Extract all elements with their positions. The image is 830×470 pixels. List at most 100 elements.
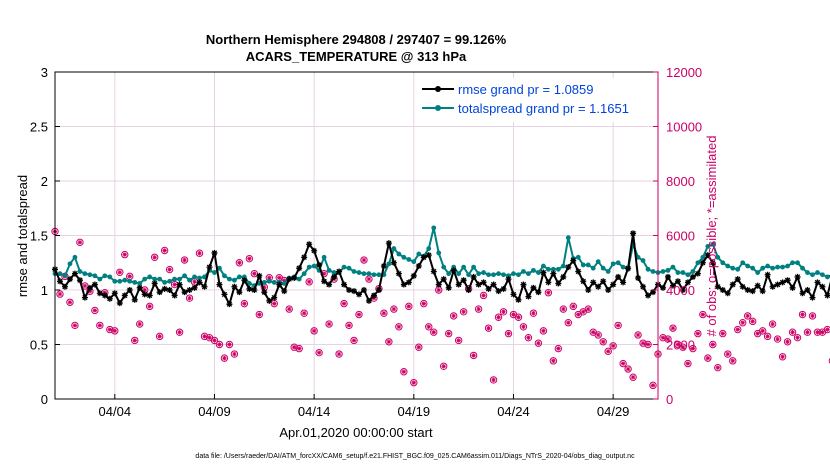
rmse-point: [729, 281, 736, 288]
obs-count-marker: [679, 343, 687, 351]
obs-possible-circle: [180, 256, 189, 264]
obs-assimilated-asterisk: [521, 324, 526, 329]
obs-count-marker: [235, 259, 244, 267]
obs-count-marker: [793, 333, 802, 342]
obs-assimilated-asterisk: [366, 276, 372, 282]
obs-possible-circle: [569, 302, 577, 311]
obs-possible-circle: [783, 338, 792, 346]
rmse-point: [650, 289, 657, 296]
rmse-point: [465, 287, 472, 293]
rmse-point: [440, 276, 447, 283]
totalspread-point: [496, 271, 501, 277]
obs-possible-circle: [514, 313, 523, 321]
rmse-point: [550, 270, 557, 277]
obs-count-marker: [798, 310, 807, 319]
obs-count-marker: [763, 332, 772, 341]
rmse-point: [809, 294, 816, 301]
totalspread-point: [411, 259, 417, 265]
obs-count-marker: [96, 321, 104, 330]
obs-possible-circle: [793, 333, 802, 342]
rmse-point: [430, 268, 437, 275]
obs-count-marker: [614, 321, 622, 330]
rmse-point: [505, 276, 512, 283]
obs-assimilated-asterisk: [227, 342, 232, 347]
totalspread-point: [491, 272, 496, 278]
obs-possible-circle: [225, 340, 234, 349]
totalspread-point: [227, 276, 232, 282]
obs-assimilated-asterisk: [311, 328, 317, 334]
rmse-point: [490, 281, 497, 288]
obs-count-marker: [629, 373, 637, 381]
obs-assimilated-asterisk: [615, 323, 621, 328]
rmse-point: [480, 279, 487, 286]
rmse-point: [346, 287, 353, 293]
legend-rmse-marker: [435, 86, 441, 92]
rmse-point: [630, 230, 637, 237]
obs-assimilated-asterisk: [685, 361, 691, 366]
rmse-point: [679, 287, 686, 293]
y-tick-label: 0.5: [30, 338, 48, 353]
obs-assimilated-asterisk: [182, 257, 187, 263]
obs-assimilated-asterisk: [177, 330, 182, 335]
obs-possible-circle: [684, 359, 692, 368]
obs-assimilated-asterisk: [780, 354, 785, 359]
totalspread-point: [531, 267, 536, 273]
totalspread-point: [87, 272, 93, 278]
obs-possible-circle: [664, 335, 672, 343]
obs-assimilated-asterisk: [625, 366, 631, 372]
obs-assimilated-asterisk: [795, 335, 800, 340]
obs-possible-circle: [345, 321, 353, 330]
obs-count-marker: [534, 339, 543, 347]
rmse-point: [81, 294, 88, 301]
totalspread-point: [790, 260, 795, 266]
obs-assimilated-asterisk: [511, 312, 516, 317]
obs-possible-circle: [380, 309, 388, 317]
obs-count-marker: [459, 308, 468, 316]
legend: rmse grand pr = 1.0859 totalspread grand…: [418, 78, 652, 122]
obs-count-marker: [71, 321, 79, 330]
obs-count-marker: [395, 323, 403, 331]
totalspread-point: [232, 277, 237, 283]
rmse-point: [699, 259, 706, 266]
obs-count-marker: [649, 381, 657, 390]
rmse-point: [216, 281, 223, 288]
obs-assimilated-asterisk: [541, 328, 546, 334]
obs-possible-circle: [524, 333, 533, 342]
obs-count-marker: [350, 336, 358, 345]
rmse-point: [545, 279, 552, 286]
rmse-point: [206, 264, 213, 271]
obs-assimilated-asterisk: [162, 248, 167, 253]
obs-possible-circle: [614, 321, 622, 330]
rmse-point: [331, 273, 338, 280]
obs-possible-circle: [714, 363, 722, 372]
obs-count-marker: [594, 331, 602, 339]
totalspread-point: [152, 276, 158, 282]
obs-possible-circle: [828, 358, 830, 364]
obs-possible-circle: [444, 329, 453, 338]
rmse-point: [405, 279, 412, 286]
obs-possible-circle: [629, 373, 637, 381]
totalspread-point: [92, 273, 98, 279]
obs-count-marker: [569, 302, 577, 311]
obs-possible-circle: [220, 354, 229, 362]
obs-possible-circle: [390, 305, 398, 313]
obs-assimilated-asterisk: [441, 364, 446, 369]
obs-assimilated-asterisk: [526, 335, 531, 340]
rmse-point: [111, 290, 118, 297]
obs-possible-circle: [624, 365, 632, 373]
totalspread-point: [157, 276, 163, 282]
rmse-point: [66, 276, 73, 283]
rmse-point: [425, 252, 432, 259]
obs-assimilated-asterisk: [820, 330, 825, 335]
obs-assimilated-asterisk: [212, 338, 217, 343]
obs-assimilated-asterisk: [292, 345, 297, 350]
obs-assimilated-asterisk: [451, 313, 456, 319]
obs-assimilated-asterisk: [187, 295, 192, 301]
rmse-point: [166, 287, 173, 293]
totalspread-point: [102, 273, 108, 279]
rmse-point: [640, 283, 647, 290]
obs-count-marker: [295, 344, 303, 353]
obs-assimilated-asterisk: [351, 338, 357, 343]
obs-possible-circle: [519, 323, 528, 331]
obs-count-marker: [315, 348, 323, 357]
